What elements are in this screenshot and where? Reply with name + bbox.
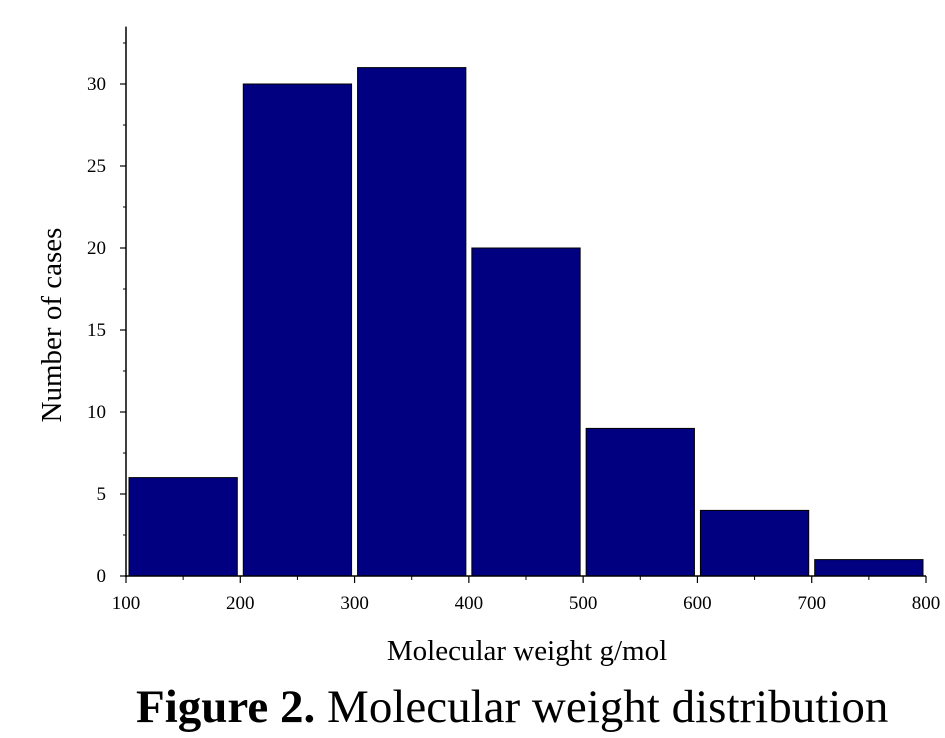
x-tick-label: 300 [340, 593, 369, 614]
histogram-bar [814, 559, 924, 577]
bars-group [128, 67, 924, 577]
x-tick-label: 400 [455, 593, 484, 614]
y-tick-label: 0 [97, 566, 107, 587]
figure-caption-text: Molecular weight distribution [315, 681, 889, 733]
figure-caption: Figure 2. Molecular weight distribution [0, 684, 945, 731]
histogram-bar [699, 509, 810, 577]
x-tick-label: 800 [912, 593, 941, 614]
x-tick-label: 200 [226, 593, 255, 614]
histogram-bar [357, 67, 467, 577]
histogram-bar [471, 247, 581, 577]
y-tick-label: 25 [87, 156, 106, 177]
figure-caption-label: Figure 2. [136, 681, 316, 733]
axes-group: 100 200 300 400 500 600 700 800 0 5 10 15 20 25 30 [87, 26, 941, 614]
y-tick-label: 20 [87, 238, 106, 259]
histogram-chart: 100 200 300 400 500 600 700 800 0 5 10 15 20 25 30 Num… [36, 26, 941, 667]
x-tick-label: 700 [797, 593, 826, 614]
x-tick-label: 100 [112, 593, 141, 614]
x-tick-label: 600 [683, 593, 712, 614]
y-tick-label: 15 [87, 320, 106, 341]
histogram-bar [128, 477, 238, 577]
x-tick-label: 500 [569, 593, 598, 614]
y-tick-label: 10 [87, 402, 106, 423]
histogram-bar [585, 427, 695, 577]
histogram-bar [242, 83, 353, 577]
y-axis-label: Number of cases [36, 228, 68, 423]
x-axis-label: Molecular weight g/mol [387, 635, 667, 667]
y-tick-label: 30 [87, 74, 106, 95]
y-tick-label: 5 [97, 484, 107, 505]
